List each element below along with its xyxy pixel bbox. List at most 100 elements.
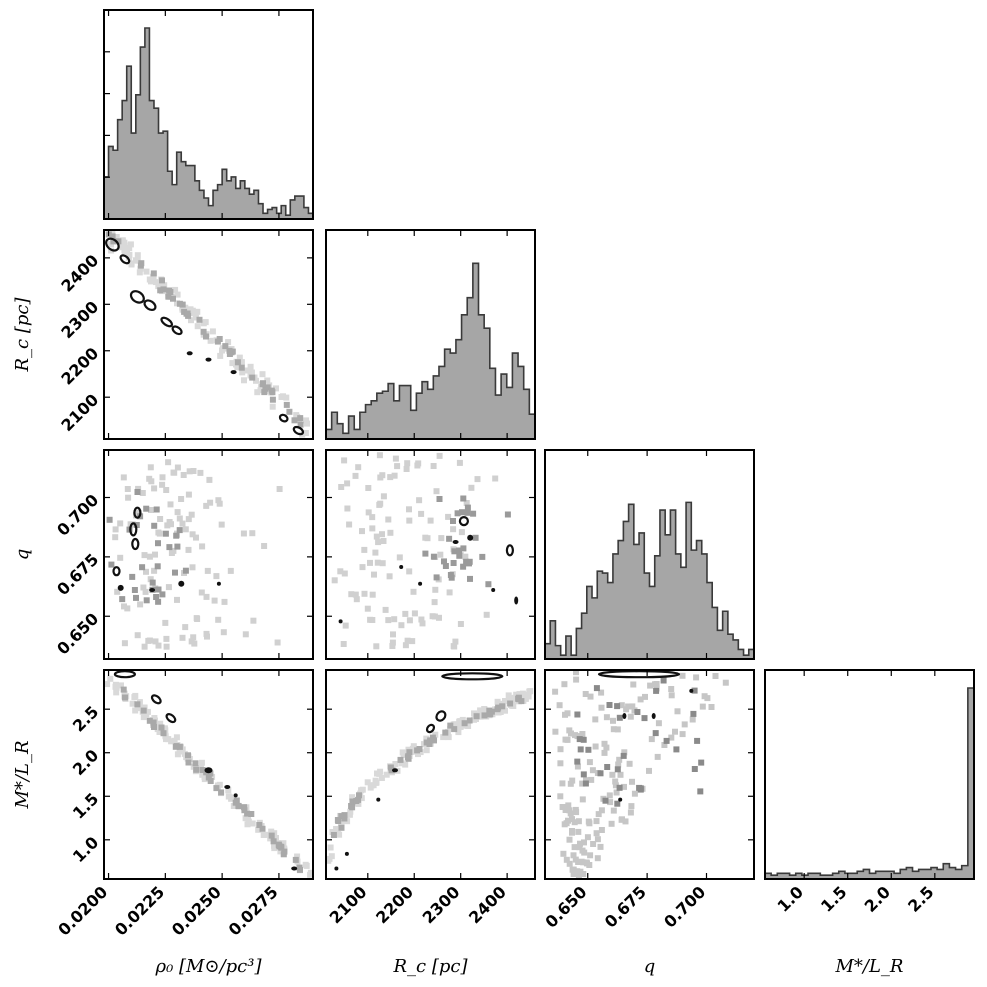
x-tick-label: 2400 [465,882,510,927]
y-tick-label: 0.700 [53,490,102,539]
density-cell [155,283,162,290]
density-cell [194,323,201,330]
x-tick-label: 0.675 [601,882,650,931]
density-cell [242,631,249,638]
density-cell [338,813,345,820]
x-tick-label: 2.5 [904,882,937,915]
density-cell [497,709,504,715]
density-cell [607,799,614,806]
density-cell [519,690,526,697]
density-cell [389,643,396,649]
density-cell [430,553,437,560]
contour [165,713,177,724]
density-cell [592,743,599,750]
density-cell [256,822,263,828]
density-cell [203,593,210,600]
density-cell [557,760,564,767]
density-cell [146,637,153,644]
density-cell [229,794,236,801]
density-cell [220,629,227,636]
panel-frame-r3c3 [764,669,975,880]
density-cell [437,551,444,558]
density-cell [379,531,385,538]
contour [149,588,156,592]
density-cell [652,681,658,688]
density-cell [438,535,445,542]
density-cell [557,793,564,800]
density-cell [139,564,146,571]
density-cell [660,677,667,684]
contour [129,290,145,304]
density-cell [109,233,116,240]
density-cell [230,803,237,809]
density-cell [681,721,688,728]
density-cell [422,550,429,557]
density-cell [336,831,343,838]
density-cell [198,589,205,596]
density-cell [574,758,581,765]
density-rc-rho0-dark [105,231,304,428]
density-cell [427,737,434,744]
density-cell [559,780,566,787]
y-tick-label: 2300 [57,297,102,342]
density-cell [594,836,601,843]
density-cell [154,563,161,570]
density-cell [577,840,583,847]
density-cell [436,614,442,621]
density-q-rc-light [331,452,499,650]
density-cell [557,746,564,753]
density-cell [140,584,147,591]
density-cell [255,826,262,833]
density-cell [618,702,625,709]
density-cell [556,702,563,709]
density-cell [199,543,206,550]
density-cell [143,268,150,275]
density-cell [133,522,140,528]
density-cell [580,736,587,743]
density-cell [172,286,179,293]
contour [205,357,212,362]
density-cell [330,832,337,838]
density-cell [409,638,416,645]
density-cell [163,736,169,743]
density-cell [213,573,220,580]
density-cell [193,766,200,773]
density-cell [447,722,454,729]
density-cell [570,866,577,873]
density-cell [573,676,580,683]
density-cell [134,701,141,708]
density-cell [174,509,181,516]
density-cell [479,708,486,715]
density-cell [146,276,153,283]
density-cell [610,726,617,733]
x-tick-label: 1.0 [774,882,807,915]
density-cell [580,771,587,778]
x-axis-label-rc: R_c [pc] [392,956,468,977]
density-cell [242,815,249,822]
density-cell [615,761,622,768]
density-cell [565,802,572,809]
density-cell [652,730,659,737]
x-tick-label: 0.0250 [168,882,225,939]
density-cell [344,505,351,512]
density-cell [691,766,698,772]
contours-ml-rho0 [113,670,298,871]
density-cell [626,760,633,767]
density-cell [450,526,457,533]
density-cell [355,464,362,471]
density-cell [454,510,461,517]
density-cell [474,476,481,483]
density-cell [621,783,627,790]
density-cell [119,238,126,245]
contour [133,506,142,519]
contour [514,596,519,605]
density-cell [563,856,570,863]
density-cell [423,747,430,754]
density-cell [340,641,347,647]
density-cell [457,723,464,730]
density-cell [261,543,268,549]
density-cell [589,767,596,774]
density-cell [573,809,580,816]
density-cell [464,504,471,511]
density-cell [261,389,268,396]
